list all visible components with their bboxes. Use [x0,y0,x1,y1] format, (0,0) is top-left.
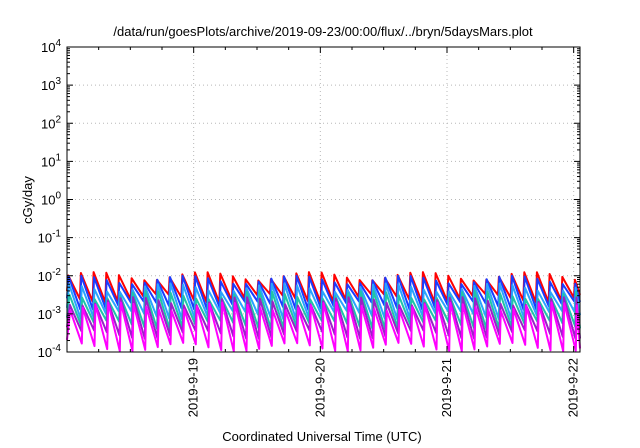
x-tick-label: 2019-9-21 [439,358,454,417]
y-tick-label: 101 [41,152,61,169]
y-tick-label: 102 [41,114,61,131]
x-tick-label: 2019-9-20 [312,358,327,417]
x-axis: 2019-9-192019-9-202019-9-212019-9-222019… [98,47,581,417]
y-tick-label: 10-1 [38,229,62,246]
y-tick-label: 103 [41,76,61,93]
y-tick-label: 10-2 [38,267,62,284]
x-tick-label: 2019-9-19 [186,358,201,417]
y-axis-label: cGy/day [20,176,35,224]
x-tick-label: 2019-9-22 [566,358,581,417]
y-axis: 10-4 10-3 10-2 10-1 100 101 102 103 104 [38,38,580,360]
chart-title: /data/run/goesPlots/archive/2019-09-23/0… [113,24,533,39]
series-line [66,301,581,353]
x-axis-label: Coordinated Universal Time (UTC) [222,429,421,444]
y-tick-label: 10-3 [38,305,62,322]
y-tick-label: 100 [41,191,61,208]
series-layer [66,271,581,353]
y-tick-label: 104 [41,38,61,55]
y-tick-label: 10-4 [38,343,62,360]
